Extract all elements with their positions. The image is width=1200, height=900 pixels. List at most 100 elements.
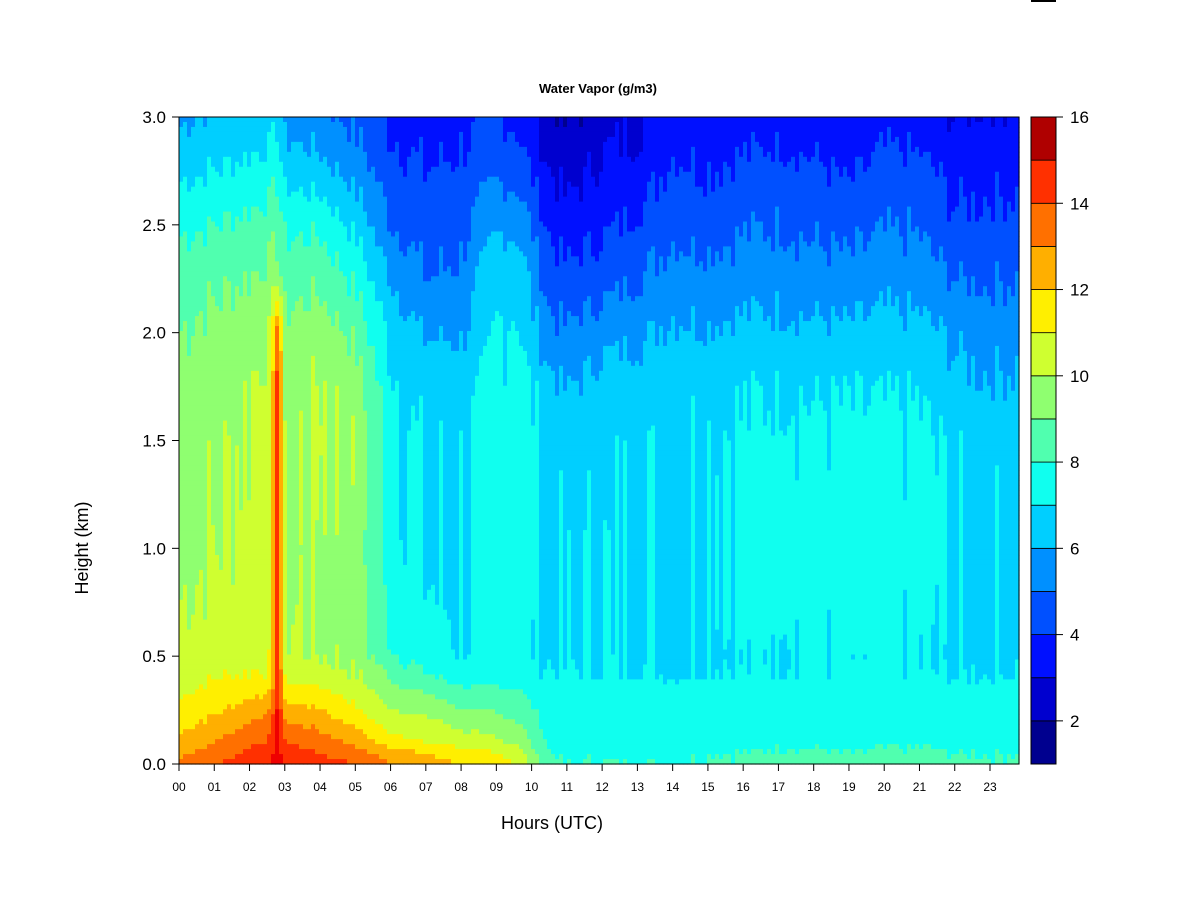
heatmap-cell	[211, 450, 216, 457]
heatmap-cell	[307, 405, 312, 412]
heatmap-cell	[191, 425, 196, 432]
heatmap-cell	[219, 689, 224, 695]
heatmap-cell	[295, 171, 300, 178]
heatmap-cell	[211, 584, 216, 591]
heatmap-cell	[195, 699, 200, 705]
heatmap-cell	[319, 525, 324, 531]
heatmap-cell	[203, 291, 208, 297]
heatmap-cell	[295, 326, 300, 332]
heatmap-cell	[203, 589, 208, 596]
heatmap-cell	[215, 161, 220, 168]
heatmap-cell	[183, 545, 188, 551]
heatmap-cell	[267, 246, 272, 252]
heatmap-cell	[319, 365, 324, 372]
heatmap-cell	[279, 450, 284, 457]
heatmap-cell	[315, 186, 320, 193]
heatmap-cell	[211, 520, 216, 526]
heatmap-cell	[207, 281, 212, 287]
heatmap-cell	[323, 271, 328, 277]
heatmap-cell	[247, 321, 252, 327]
heatmap-cell	[259, 525, 264, 531]
heatmap-cell	[231, 460, 236, 466]
heatmap-cell	[279, 654, 284, 661]
heatmap-cell	[235, 151, 240, 158]
heatmap-cell	[195, 644, 200, 651]
heatmap-cell	[183, 619, 188, 626]
heatmap-cell	[211, 729, 216, 735]
heatmap-cell	[275, 475, 280, 481]
heatmap-cell	[271, 654, 276, 661]
heatmap-cell	[283, 624, 288, 631]
heatmap-cell	[315, 405, 320, 412]
heatmap-cell	[315, 749, 320, 755]
heatmap-cell	[267, 201, 272, 208]
heatmap-cell	[287, 306, 292, 312]
heatmap-cell	[279, 117, 284, 123]
heatmap-cell	[263, 510, 268, 516]
heatmap-cell	[239, 241, 244, 247]
heatmap-cell	[179, 226, 184, 233]
heatmap-cell	[299, 395, 304, 402]
heatmap-cell	[303, 455, 308, 462]
heatmap-cell	[251, 136, 256, 143]
heatmap-cell	[187, 649, 192, 656]
heatmap-cell	[203, 574, 208, 581]
heatmap-cell	[283, 759, 288, 765]
heatmap-cell	[319, 400, 324, 407]
heatmap-cell	[271, 594, 276, 601]
heatmap-cell	[195, 256, 200, 262]
heatmap-cell	[331, 161, 336, 168]
heatmap-cell	[179, 176, 184, 183]
heatmap-cell	[311, 271, 316, 277]
heatmap-cell	[267, 266, 272, 272]
heatmap-cell	[207, 520, 212, 526]
heatmap-cell	[199, 520, 204, 526]
heatmap-cell	[287, 375, 292, 382]
heatmap-cell	[187, 704, 192, 710]
heatmap-cell	[179, 146, 184, 153]
heatmap-cell	[287, 291, 292, 297]
heatmap-cell	[243, 674, 248, 680]
heatmap-cell	[227, 216, 232, 223]
heatmap-cell	[311, 629, 316, 636]
heatmap-cell	[303, 629, 308, 636]
heatmap-cell	[247, 331, 252, 337]
heatmap-cell	[307, 161, 312, 168]
heatmap-cell	[255, 624, 260, 631]
heatmap-cell	[199, 161, 204, 168]
heatmap-cell	[223, 216, 228, 223]
heatmap-cell	[291, 679, 296, 685]
heatmap-cell	[207, 574, 212, 581]
heatmap-cell	[183, 559, 188, 566]
heatmap-cell	[191, 146, 196, 153]
heatmap-cell	[207, 321, 212, 327]
heatmap-cell	[315, 216, 320, 223]
heatmap-cell	[243, 171, 248, 178]
heatmap-cell	[203, 684, 208, 690]
heatmap-cell	[195, 594, 200, 601]
heatmap-cell	[323, 649, 328, 656]
heatmap-cell	[215, 281, 220, 287]
heatmap-cell	[263, 500, 268, 506]
heatmap-cell	[239, 704, 244, 710]
heatmap-cell	[327, 266, 332, 272]
heatmap-cell	[303, 440, 308, 447]
heatmap-cell	[319, 331, 324, 337]
heatmap-cell	[199, 191, 204, 198]
heatmap-cell	[307, 674, 312, 680]
heatmap-cell	[251, 350, 256, 357]
heatmap-cell	[303, 435, 308, 442]
heatmap-cell	[303, 251, 308, 257]
heatmap-cell	[299, 246, 304, 252]
heatmap-cell	[235, 206, 240, 213]
heatmap-cell	[311, 266, 316, 272]
heatmap-cell	[287, 281, 292, 287]
heatmap-cell	[287, 276, 292, 282]
heatmap-cell	[287, 450, 292, 457]
heatmap-cell	[279, 674, 284, 680]
heatmap-cell	[251, 375, 256, 382]
heatmap-cell	[271, 749, 276, 755]
heatmap-cell	[307, 390, 312, 397]
heatmap-cell	[295, 161, 300, 168]
heatmap-cell	[179, 375, 184, 382]
